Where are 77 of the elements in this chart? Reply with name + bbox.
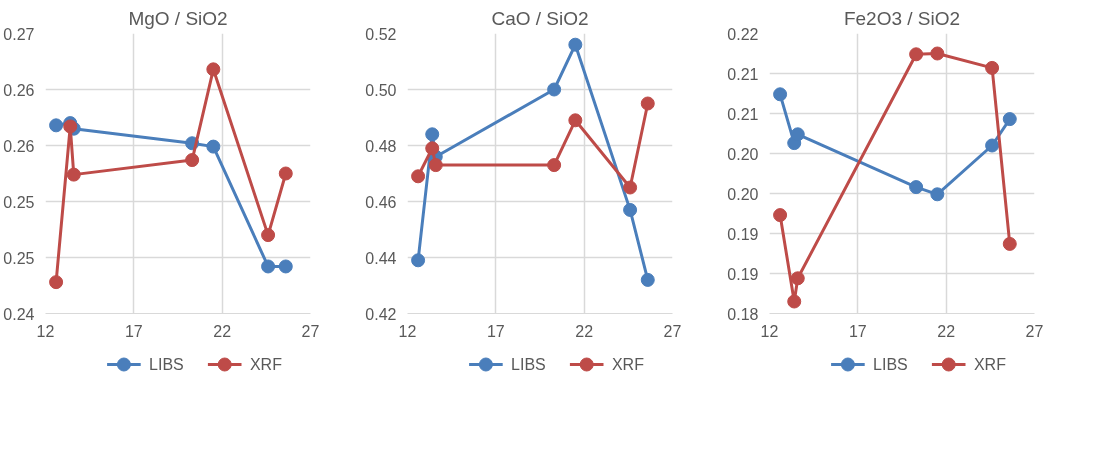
x-tick-label: 12 [398, 322, 417, 340]
point [425, 141, 440, 156]
point [206, 62, 221, 77]
point [547, 158, 562, 173]
legend-label: LIBS [149, 356, 184, 373]
y-tick-label: 0.24 [3, 305, 35, 323]
x-tick-label: 17 [486, 322, 505, 340]
point [790, 271, 805, 286]
y-tick-label: 0.26 [3, 81, 35, 99]
y-tick-label: 0.19 [727, 225, 759, 243]
y-tick-label: 0.20 [727, 185, 759, 203]
point [930, 46, 945, 61]
point [640, 96, 655, 111]
point [930, 187, 945, 202]
point [547, 82, 562, 97]
chart-title: Fe2O3 / SiO2 [843, 7, 961, 29]
point [49, 275, 64, 290]
y-tick-label: 0.48 [365, 137, 397, 155]
point [428, 158, 443, 173]
point [790, 127, 805, 142]
legend-label: LIBS [873, 356, 908, 373]
point [568, 37, 583, 52]
point [773, 208, 788, 223]
x-tick-label: 12 [760, 322, 779, 340]
x-tick-label: 17 [848, 322, 867, 340]
x-tick-label: 27 [1025, 322, 1044, 340]
point [425, 127, 440, 142]
y-tick-label: 0.25 [3, 249, 35, 267]
point [185, 153, 200, 168]
x-tick-label: 22 [575, 322, 594, 340]
y-tick-label: 0.26 [3, 137, 35, 155]
point [909, 47, 924, 62]
point [568, 113, 583, 128]
legend-label: XRF [611, 356, 645, 373]
y-tick-label: 0.42 [365, 305, 397, 323]
point [623, 180, 638, 195]
x-tick-label: 27 [663, 322, 682, 340]
point [773, 87, 788, 102]
x-tick-label: 22 [937, 322, 956, 340]
point [411, 169, 426, 184]
point [1002, 112, 1017, 127]
x-tick-label: 27 [301, 322, 320, 340]
point [261, 259, 276, 274]
x-tick-label: 17 [124, 322, 143, 340]
point [206, 139, 221, 154]
y-tick-label: 0.21 [727, 105, 759, 123]
chart-title: CaO / SiO2 [491, 7, 589, 29]
legend-label: LIBS [511, 356, 546, 373]
y-tick-label: 0.44 [365, 249, 397, 267]
y-tick-label: 0.22 [727, 25, 759, 43]
point [640, 272, 655, 287]
point [66, 167, 81, 182]
point [909, 180, 924, 195]
point [278, 166, 293, 181]
point [623, 202, 638, 217]
legend-label: XRF [973, 356, 1007, 373]
y-tick-label: 0.50 [365, 81, 397, 99]
point [1002, 236, 1017, 251]
point [49, 118, 64, 133]
point [411, 253, 426, 268]
y-tick-label: 0.25 [3, 193, 35, 211]
y-tick-label: 0.27 [3, 25, 35, 43]
y-tick-label: 0.52 [365, 25, 397, 43]
point [261, 228, 276, 243]
point [278, 259, 293, 274]
x-tick-label: 22 [213, 322, 232, 340]
chart-title: MgO / SiO2 [128, 7, 228, 29]
y-tick-label: 0.46 [365, 193, 397, 211]
y-tick-label: 0.20 [727, 145, 759, 163]
y-tick-label: 0.19 [727, 265, 759, 283]
x-tick-label: 12 [36, 322, 55, 340]
y-tick-label: 0.18 [727, 305, 759, 323]
y-tick-label: 0.21 [727, 65, 759, 83]
legend-label: XRF [249, 356, 283, 373]
point [985, 60, 1000, 75]
point [985, 138, 1000, 153]
point [787, 294, 802, 309]
